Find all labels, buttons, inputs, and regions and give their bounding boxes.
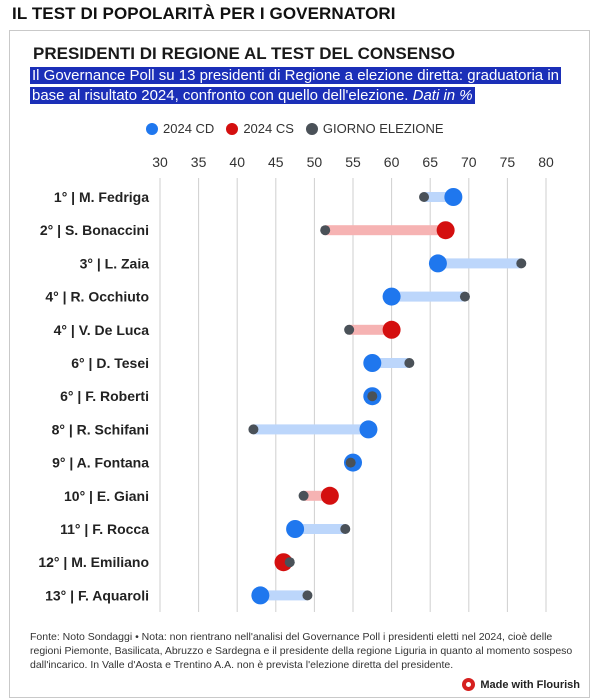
row-label: 9° | A. Fontana xyxy=(52,455,149,471)
value-2024-cd-point xyxy=(359,420,378,439)
flourish-credit[interactable]: Made with Flourish xyxy=(462,678,580,691)
row-label: 4° | V. De Luca xyxy=(54,322,150,338)
x-tick-label-75: 75 xyxy=(500,154,516,170)
row-label: 4° | R. Occhiuto xyxy=(45,289,149,305)
chart-legend: 2024 CD 2024 CS GIORNO ELEZIONE xyxy=(146,121,444,136)
row-label: 2° | S. Bonaccini xyxy=(40,222,149,238)
x-tick-label-30: 30 xyxy=(152,154,168,170)
range-bar xyxy=(391,291,465,302)
flourish-credit-label: Made with Flourish xyxy=(480,678,580,691)
x-tick-label-35: 35 xyxy=(191,154,207,170)
row-label: 1° | M. Fedriga xyxy=(54,189,149,205)
legend-item-election: GIORNO ELEZIONE xyxy=(305,121,444,136)
row-label: 12° | M. Emiliano xyxy=(38,554,149,570)
row-label: 3° | L. Zaia xyxy=(80,255,150,271)
range-bar xyxy=(295,524,346,534)
value-2024-cs-point xyxy=(382,320,401,339)
legend-item-cd: 2024 CD xyxy=(146,121,214,136)
range-bar xyxy=(372,358,410,368)
row-label: 13° | F. Aquaroli xyxy=(45,587,149,603)
election-point xyxy=(404,358,415,368)
election-point xyxy=(419,192,430,202)
election-point xyxy=(320,225,331,236)
row-label: 6° | D. Tesei xyxy=(71,355,149,371)
x-tick-label-65: 65 xyxy=(422,154,438,170)
range-bar xyxy=(349,324,392,335)
page-kicker: IL TEST DI POPOLARITÀ PER I GOVERNATORI xyxy=(12,4,396,23)
row-label: 10° | E. Giani xyxy=(64,488,149,504)
election-point-overlay xyxy=(284,557,295,568)
range-bar xyxy=(424,192,454,202)
election-point xyxy=(459,291,470,302)
election-point xyxy=(298,490,309,501)
election-point xyxy=(344,324,355,335)
value-2024-cd-point xyxy=(444,188,463,206)
value-2024-cd-point xyxy=(382,287,401,306)
flourish-logo-icon xyxy=(462,678,476,691)
value-2024-cd-point xyxy=(251,586,270,605)
x-tick-label-60: 60 xyxy=(384,154,400,170)
x-tick-label-70: 70 xyxy=(461,154,477,170)
x-tick-label-40: 40 xyxy=(229,154,245,170)
legend-label-cd: 2024 CD xyxy=(163,121,215,136)
row-label: 8° | R. Schifani xyxy=(52,421,149,437)
range-bar xyxy=(325,225,446,236)
legend-label-election: GIORNO ELEZIONE xyxy=(322,121,444,136)
election-point xyxy=(516,258,527,269)
legend-label-cs: 2024 CS xyxy=(243,121,294,136)
legend-item-cs: 2024 CS xyxy=(226,121,294,136)
election-point xyxy=(302,590,313,601)
x-tick-label-55: 55 xyxy=(345,154,361,170)
x-tick-label-50: 50 xyxy=(307,154,323,170)
subtitle-main: Il Governance Poll su 13 presidenti di R… xyxy=(32,67,559,104)
chart-card xyxy=(9,30,590,698)
value-2024-cd-point xyxy=(363,354,382,372)
x-tick-label-45: 45 xyxy=(268,154,284,170)
subtitle-unit: Dati in % xyxy=(412,87,473,104)
election-point xyxy=(248,424,259,435)
range-bar xyxy=(253,424,369,435)
election-point-overlay xyxy=(345,457,356,468)
chart-subtitle: Il Governance Poll su 13 presidenti di R… xyxy=(30,66,570,106)
row-label: 6° | F. Roberti xyxy=(60,388,149,404)
row-label: 11° | F. Rocca xyxy=(60,521,149,537)
legend-dot-election xyxy=(305,122,318,135)
legend-dot-cd xyxy=(146,122,158,135)
chart-footnote: Fonte: Noto Sondaggi • Nota: non rientra… xyxy=(30,631,573,671)
legend-dot-cs xyxy=(226,122,239,135)
range-bar xyxy=(303,490,330,501)
value-2024-cs-point xyxy=(436,221,455,240)
value-2024-cd-point xyxy=(428,254,447,273)
range-bar xyxy=(437,258,522,269)
range-bar xyxy=(260,590,308,601)
x-tick-label-80: 80 xyxy=(538,154,554,170)
chart-title: PRESIDENTI DI REGIONE AL TEST DEL CONSEN… xyxy=(33,44,455,63)
value-2024-cd-point xyxy=(286,520,305,538)
election-point-overlay xyxy=(367,391,378,402)
value-2024-cs-point xyxy=(320,486,339,505)
election-point xyxy=(340,524,351,534)
